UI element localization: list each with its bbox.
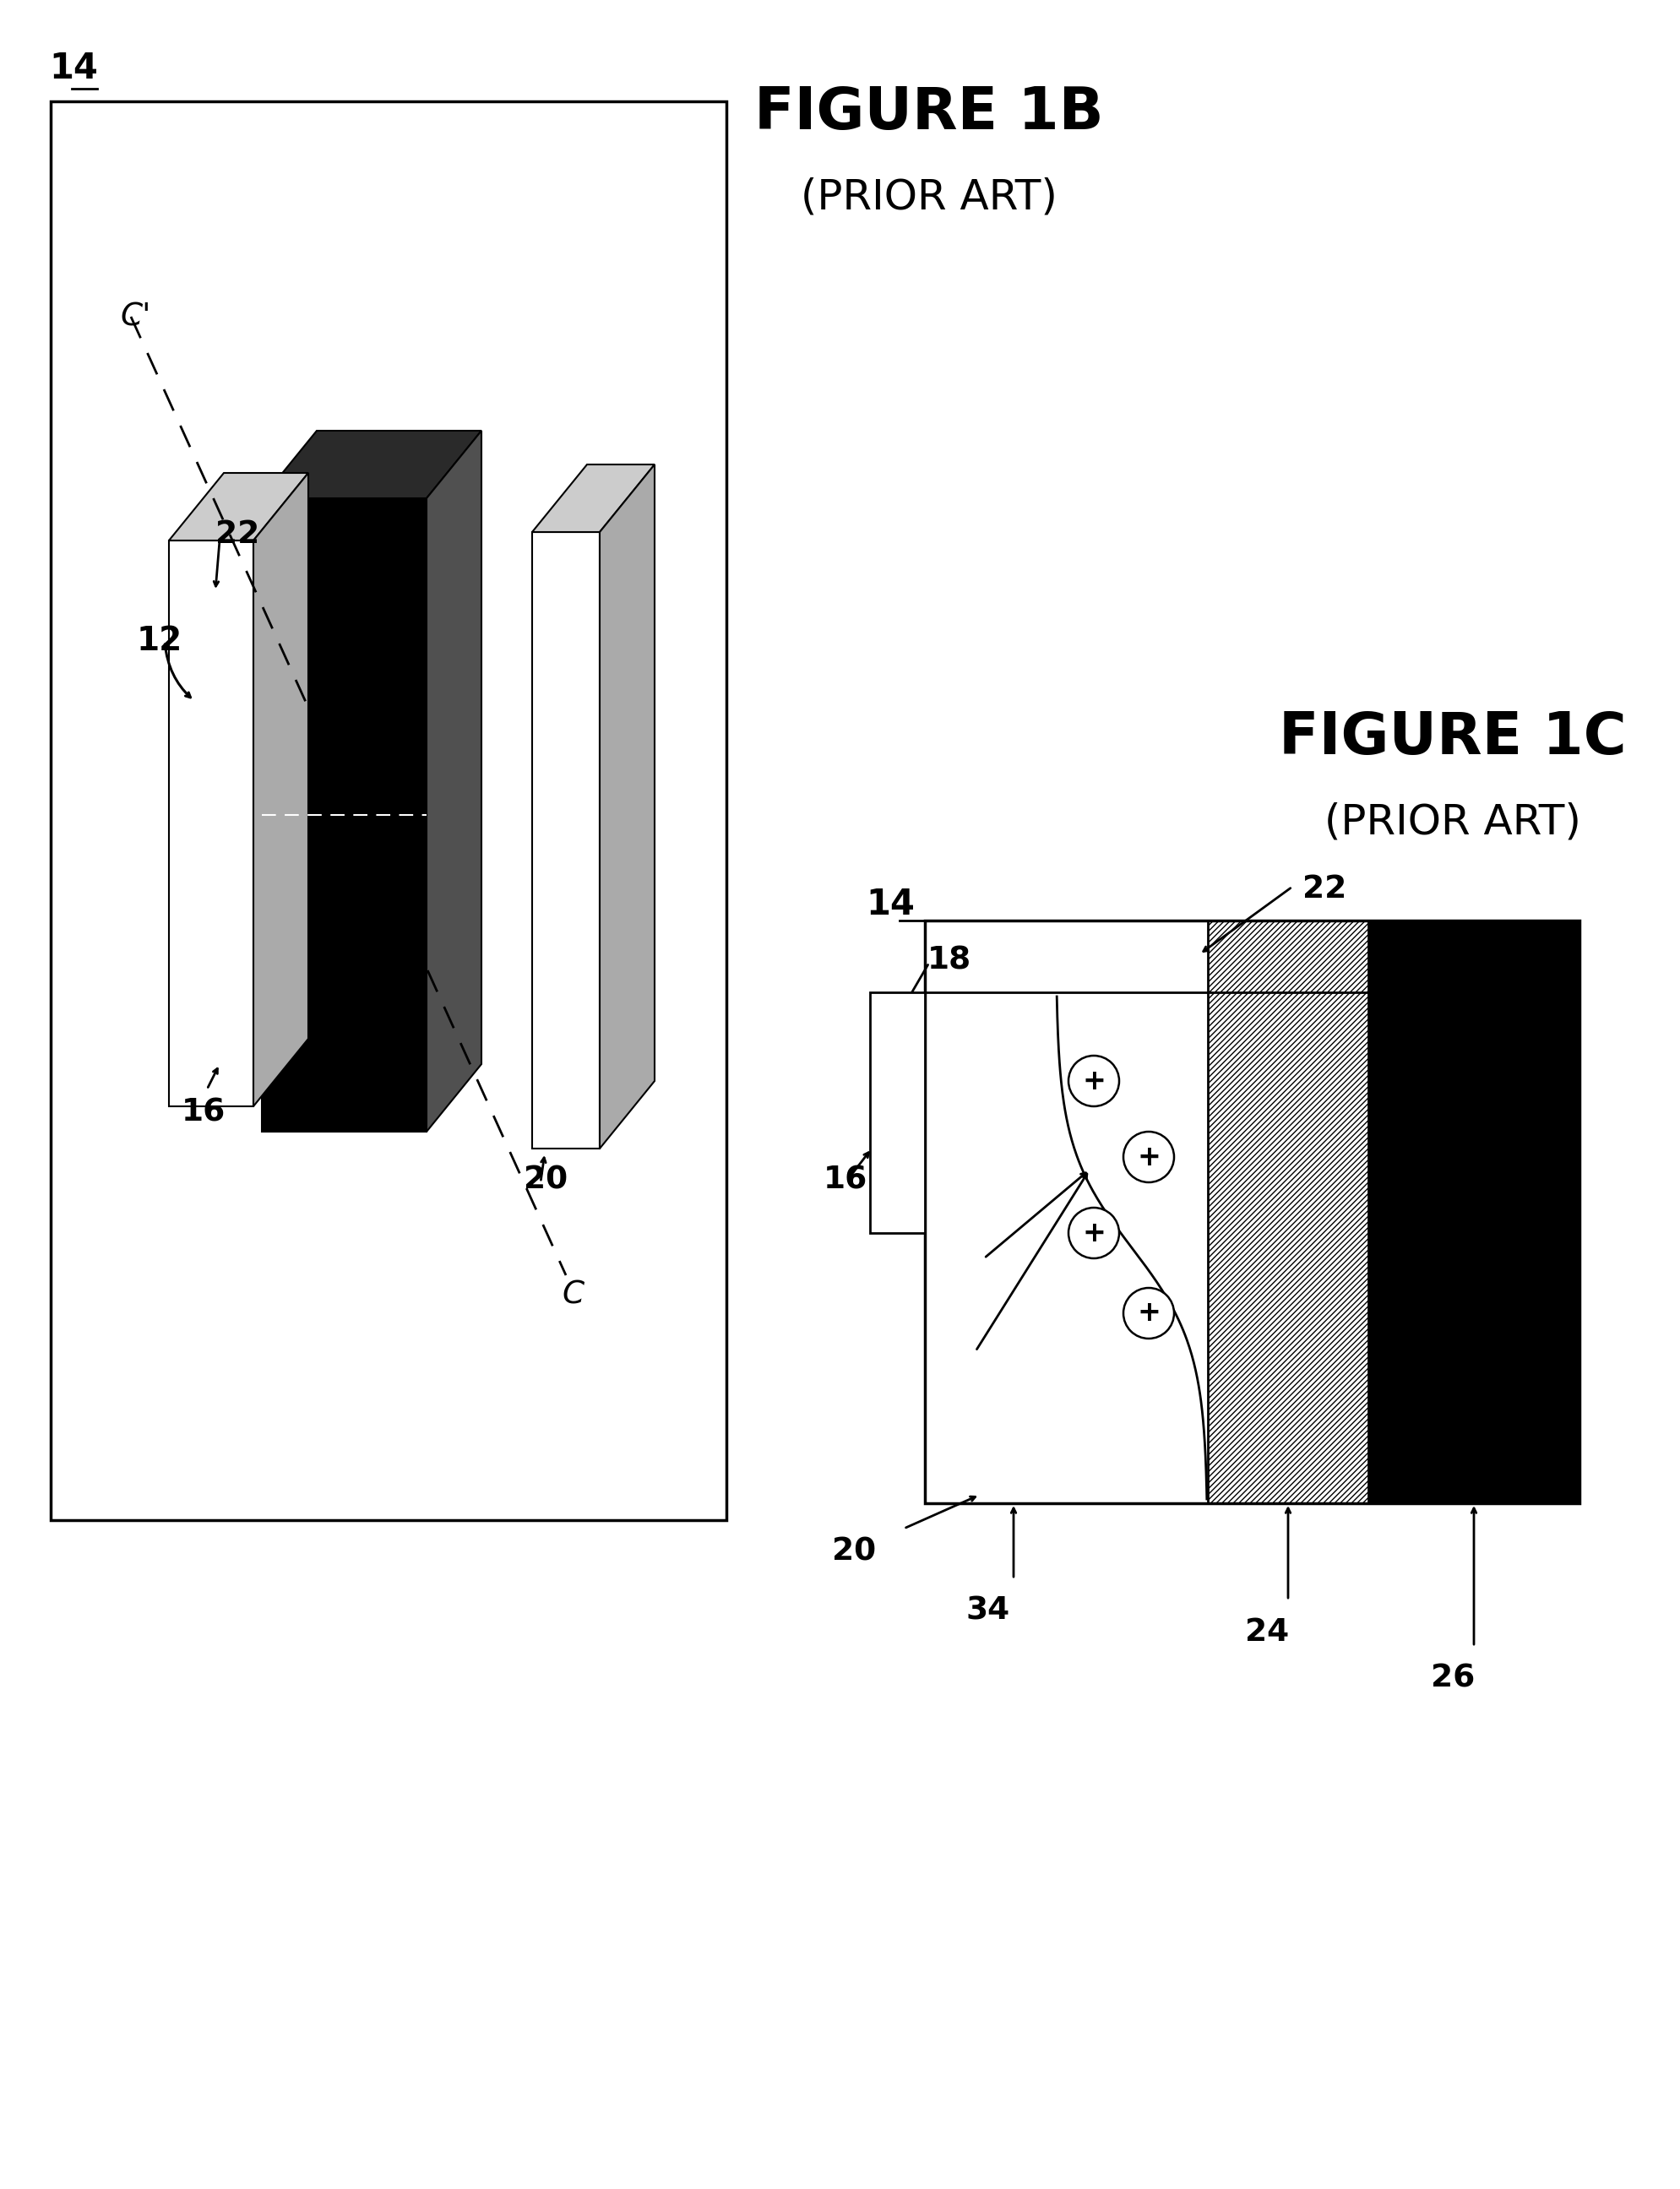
Bar bbox=[926, 922, 1579, 992]
Polygon shape bbox=[600, 464, 655, 1149]
Text: +: + bbox=[1082, 1066, 1105, 1094]
Circle shape bbox=[1068, 1055, 1119, 1105]
Bar bbox=[870, 992, 926, 1232]
Text: 18: 18 bbox=[927, 946, 971, 976]
Bar bbox=[1208, 922, 1368, 1504]
Text: +: + bbox=[1082, 1219, 1105, 1248]
Polygon shape bbox=[533, 464, 655, 532]
Polygon shape bbox=[427, 431, 482, 1132]
Text: +: + bbox=[1137, 1300, 1161, 1327]
Text: C: C bbox=[561, 1278, 583, 1309]
Text: +: + bbox=[1137, 1143, 1161, 1171]
Text: 24: 24 bbox=[1245, 1618, 1289, 1648]
Circle shape bbox=[1124, 1132, 1174, 1182]
Text: (PRIOR ART): (PRIOR ART) bbox=[1324, 803, 1581, 843]
Text: 12: 12 bbox=[136, 624, 183, 657]
Polygon shape bbox=[170, 473, 309, 541]
Text: FIGURE 1C: FIGURE 1C bbox=[1278, 709, 1626, 766]
Text: 26: 26 bbox=[1431, 1664, 1475, 1694]
Circle shape bbox=[1124, 1287, 1174, 1337]
Text: 20: 20 bbox=[832, 1537, 875, 1567]
Text: 16: 16 bbox=[181, 1099, 225, 1127]
Polygon shape bbox=[170, 541, 254, 1105]
Text: 22: 22 bbox=[1302, 873, 1347, 904]
Bar bbox=[1208, 922, 1368, 1504]
Polygon shape bbox=[262, 431, 482, 499]
Polygon shape bbox=[262, 499, 427, 1132]
Text: (PRIOR ART): (PRIOR ART) bbox=[801, 177, 1057, 219]
Bar bbox=[926, 992, 1208, 1504]
Text: 20: 20 bbox=[524, 1165, 568, 1195]
Circle shape bbox=[1068, 1208, 1119, 1259]
Text: FIGURE 1B: FIGURE 1B bbox=[754, 85, 1104, 140]
Text: 14: 14 bbox=[865, 887, 914, 922]
Text: 16: 16 bbox=[823, 1165, 867, 1195]
Bar bbox=[926, 922, 1579, 1504]
Bar bbox=[1368, 922, 1579, 1504]
Text: 14: 14 bbox=[49, 50, 97, 85]
Polygon shape bbox=[254, 473, 309, 1105]
Text: 22: 22 bbox=[215, 519, 259, 549]
Text: C': C' bbox=[119, 302, 151, 333]
Polygon shape bbox=[533, 532, 600, 1149]
Text: 34: 34 bbox=[966, 1596, 1010, 1626]
